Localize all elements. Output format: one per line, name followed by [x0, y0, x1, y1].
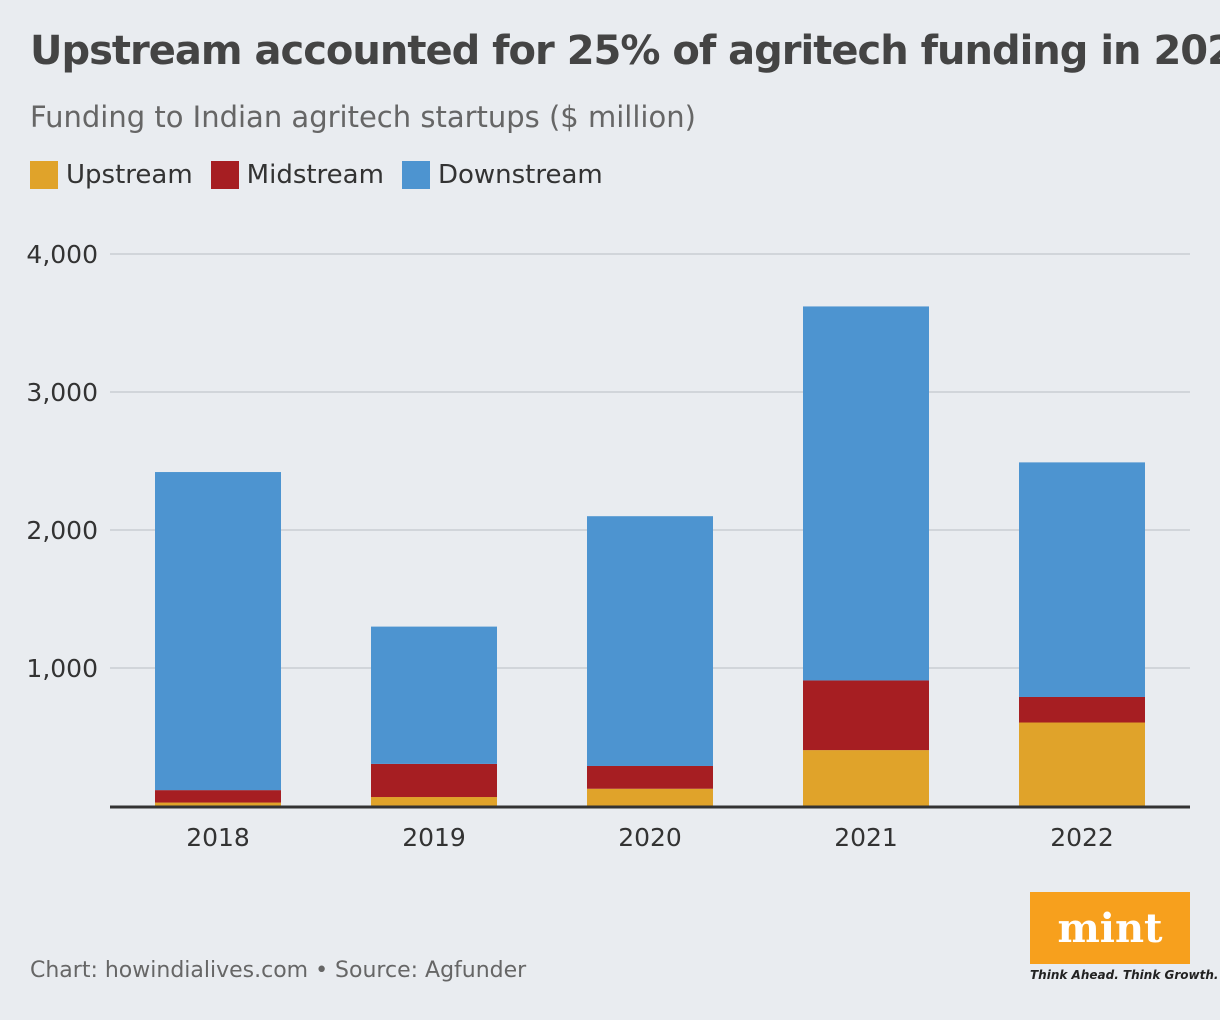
mint-logo: mint [1030, 892, 1190, 964]
legend-swatch-upstream [30, 161, 58, 189]
stacked-bar-chart: 1,000 2,000 3,000 4,000 2018 2019 2020 2021 2022 [26, 240, 1190, 852]
legend-item-downstream: Downstream [401, 160, 603, 190]
x-tick-label: 2020 [618, 823, 682, 852]
bar-downstream-2018 [155, 472, 281, 791]
bar-downstream-2020 [587, 516, 713, 766]
y-tick-label: 4,000 [26, 240, 98, 269]
bar-midstream-2019 [371, 763, 497, 798]
logo-wordmark: mint [1057, 904, 1163, 952]
x-tick-label: 2021 [834, 823, 898, 852]
chart-subtitle: Funding to Indian agritech startups ($ m… [30, 100, 696, 134]
bar-downstream-2022 [1019, 462, 1145, 697]
y-tick-label: 3,000 [26, 378, 98, 407]
legend-item-upstream: Upstream [30, 160, 193, 190]
legend-swatch-downstream [401, 161, 430, 189]
legend-label-midstream: Midstream [246, 160, 384, 190]
bar-midstream-2020 [587, 765, 713, 789]
bar-upstream-2022 [1019, 722, 1145, 806]
legend-label-downstream: Downstream [437, 160, 603, 190]
bar-midstream-2018 [155, 790, 281, 803]
legend: Upstream Midstream Downstream [30, 160, 621, 190]
y-tick-label: 2,000 [26, 516, 98, 545]
legend-item-midstream: Midstream [210, 160, 384, 190]
bar-downstream-2021 [803, 306, 929, 681]
bar-upstream-2019 [371, 797, 497, 806]
x-tick-label: 2019 [402, 823, 466, 852]
x-tick-label: 2018 [186, 823, 250, 852]
bar-midstream-2022 [1019, 696, 1145, 723]
chart-title: Upstream accounted for 25% of agritech f… [30, 28, 1220, 74]
y-tick-label: 1,000 [26, 654, 98, 683]
bar-midstream-2021 [803, 680, 929, 751]
source-credit: Chart: howindialives.com • Source: Agfun… [30, 958, 527, 983]
legend-label-upstream: Upstream [66, 160, 193, 190]
bar-downstream-2019 [371, 626, 497, 764]
logo-tagline: Think Ahead. Think Growth. [1030, 968, 1219, 982]
x-tick-label: 2022 [1050, 823, 1114, 852]
bar-upstream-2020 [587, 788, 713, 806]
legend-swatch-midstream [210, 161, 239, 189]
bar-upstream-2018 [155, 802, 281, 806]
bar-upstream-2021 [803, 750, 929, 806]
